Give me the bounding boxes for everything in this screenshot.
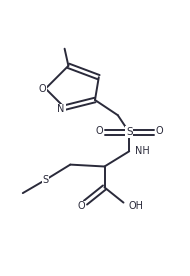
Text: OH: OH xyxy=(128,201,143,211)
Text: O: O xyxy=(95,126,103,136)
Text: S: S xyxy=(43,175,49,185)
Text: N: N xyxy=(58,105,65,115)
Text: O: O xyxy=(78,201,86,211)
Text: S: S xyxy=(126,127,132,137)
Text: O: O xyxy=(155,126,163,136)
Text: O: O xyxy=(39,84,47,94)
Text: NH: NH xyxy=(135,146,150,156)
